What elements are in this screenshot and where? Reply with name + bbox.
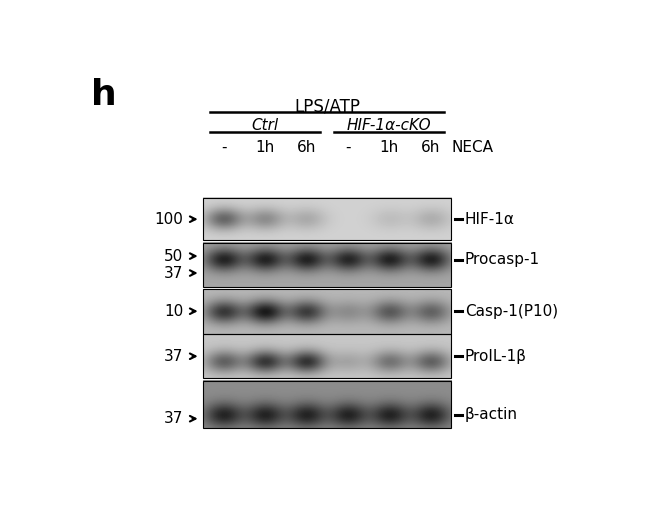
Text: 37: 37	[164, 349, 183, 364]
Text: 50: 50	[164, 248, 183, 264]
Bar	[203, 289, 451, 334]
Bar	[203, 198, 451, 240]
Text: Casp-1(P10): Casp-1(P10)	[465, 304, 558, 319]
Text: NECA: NECA	[452, 140, 494, 154]
Text: 6h: 6h	[420, 140, 440, 154]
Text: HIF-1α: HIF-1α	[465, 212, 515, 227]
Text: -: -	[221, 140, 226, 154]
Text: 1h: 1h	[256, 140, 275, 154]
Bar	[203, 243, 451, 288]
Bar	[203, 334, 451, 378]
Text: Procasp-1: Procasp-1	[465, 252, 540, 267]
Text: ProIL-1β: ProIL-1β	[465, 349, 527, 364]
Text: 1h: 1h	[379, 140, 399, 154]
Text: HIF-1α-cKO: HIF-1α-cKO	[347, 118, 431, 133]
Text: 10: 10	[164, 304, 183, 319]
Text: Ctrl: Ctrl	[252, 118, 279, 133]
Text: -: -	[345, 140, 350, 154]
Text: β-actin: β-actin	[465, 407, 518, 422]
Text: LPS/ATP: LPS/ATP	[294, 98, 360, 116]
Text: 37: 37	[164, 411, 183, 426]
Bar	[203, 380, 451, 428]
Text: h: h	[91, 78, 117, 112]
Text: 37: 37	[164, 266, 183, 280]
Text: 100: 100	[155, 212, 183, 227]
Text: 6h: 6h	[297, 140, 316, 154]
